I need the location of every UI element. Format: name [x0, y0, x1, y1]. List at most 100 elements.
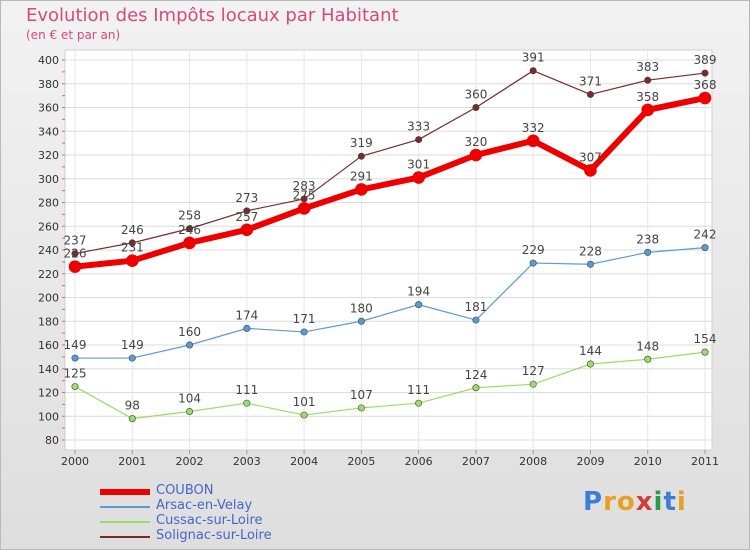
data-label: 154 [694, 332, 717, 346]
data-point [526, 134, 540, 148]
data-label: 360 [464, 88, 487, 102]
logo-letter: i [653, 487, 664, 517]
legend-label-solignac: Solignac-sur-Loire [156, 528, 272, 543]
data-label: 107 [350, 388, 373, 402]
data-point [300, 328, 308, 336]
proxiti-logo: Proxiti [583, 487, 687, 517]
y-tick-label: 180 [38, 315, 59, 328]
y-tick-label: 220 [38, 268, 59, 281]
legend-label-cussac: Cussac-sur-Loire [156, 513, 263, 528]
data-label: 149 [121, 338, 144, 352]
data-label: 273 [235, 191, 258, 205]
data-label: 174 [235, 308, 258, 322]
data-label: 257 [235, 210, 258, 224]
data-point [698, 91, 712, 105]
data-point [584, 164, 597, 177]
data-label: 111 [407, 383, 430, 397]
y-tick-label: 300 [38, 173, 59, 186]
y-tick-label: 260 [38, 220, 59, 233]
data-label: 181 [464, 300, 487, 314]
data-point [186, 225, 194, 233]
data-point [71, 383, 79, 391]
data-label: 368 [694, 78, 717, 92]
data-point [586, 260, 594, 268]
y-tick-label: 80 [45, 434, 59, 447]
data-point [300, 195, 308, 203]
data-point [472, 316, 480, 324]
x-tick-label: 2003 [233, 455, 261, 468]
x-tick-label: 2004 [290, 455, 318, 468]
data-point [701, 348, 709, 356]
logo-letter: i [676, 487, 687, 517]
y-tick-label: 200 [38, 292, 59, 305]
data-point [701, 69, 709, 77]
y-tick-label: 140 [38, 363, 59, 376]
data-label: 229 [522, 243, 545, 257]
logo-letter: P [583, 487, 604, 517]
y-tick-label: 280 [38, 197, 59, 210]
data-point [71, 354, 79, 362]
x-tick-label: 2005 [347, 455, 375, 468]
data-label: 246 [178, 223, 201, 237]
data-point [586, 90, 594, 98]
data-label: 237 [64, 234, 87, 248]
data-label: 226 [64, 247, 87, 261]
data-label: 101 [293, 395, 316, 409]
data-point [415, 399, 423, 407]
data-point [128, 415, 136, 423]
y-tick-label: 320 [38, 149, 59, 162]
x-tick-label: 2001 [118, 455, 146, 468]
data-label: 389 [694, 53, 717, 67]
data-point [355, 183, 368, 196]
data-point [240, 223, 254, 237]
series-line-0 [74, 95, 706, 270]
x-tick-label: 2007 [462, 455, 490, 468]
data-point [415, 301, 423, 309]
data-label: 307 [579, 150, 602, 164]
chart-subtitle: (en € et par an) [26, 28, 121, 42]
data-label: 301 [407, 158, 430, 172]
x-tick-label: 2006 [405, 455, 433, 468]
logo-letter: t [663, 487, 677, 517]
data-label: 258 [178, 209, 201, 223]
data-point [300, 411, 308, 419]
data-point [357, 152, 365, 160]
data-label: 149 [64, 338, 87, 352]
x-tick-label: 2002 [176, 455, 204, 468]
data-point [644, 76, 652, 84]
data-label: 194 [407, 285, 430, 299]
data-point [125, 254, 139, 267]
legend-label-arsac: Arsac-en-Velay [156, 498, 253, 513]
data-label: 111 [235, 383, 258, 397]
logo-letter: o [616, 487, 636, 517]
x-tick-label: 2008 [519, 455, 547, 468]
data-label: 148 [636, 339, 659, 353]
data-point [128, 239, 136, 247]
data-label: 332 [522, 121, 545, 135]
data-point [529, 380, 537, 388]
data-point [412, 171, 425, 184]
data-label: 391 [522, 51, 545, 65]
data-label: 98 [125, 399, 140, 413]
data-point [128, 354, 136, 362]
y-tick-label: 240 [38, 244, 59, 257]
data-point [297, 202, 311, 215]
y-tick-label: 160 [38, 339, 59, 352]
data-point [641, 103, 655, 117]
data-point [243, 324, 251, 332]
x-tick-label: 2000 [61, 455, 89, 468]
data-label: 383 [636, 60, 659, 74]
y-tick-label: 100 [38, 410, 59, 423]
data-point [415, 136, 423, 144]
data-label: 358 [636, 90, 659, 104]
data-label: 238 [636, 232, 659, 246]
data-label: 333 [407, 120, 430, 134]
y-tick-label: 380 [38, 78, 59, 91]
y-tick-label: 340 [38, 125, 59, 138]
data-point [186, 407, 194, 415]
data-label: 246 [121, 223, 144, 237]
logo-letter: x [635, 487, 654, 517]
data-label: 160 [178, 325, 201, 339]
data-label: 275 [293, 188, 316, 202]
y-tick-label: 360 [38, 102, 59, 115]
